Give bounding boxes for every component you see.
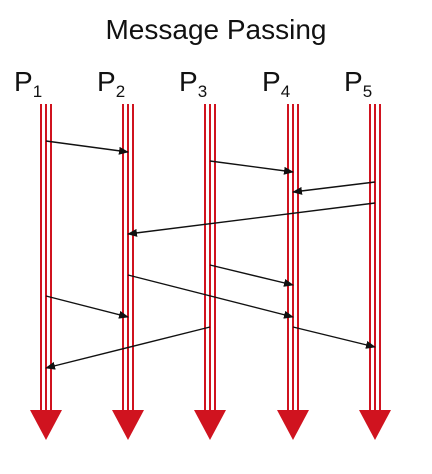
process-label-p2: P2 xyxy=(97,66,126,101)
message-arrow xyxy=(292,181,376,195)
process-label-p4: P4 xyxy=(262,66,291,101)
message-arrow xyxy=(209,160,294,175)
message-arrow xyxy=(292,326,376,349)
timeline-p3 xyxy=(194,104,226,440)
message-arrow xyxy=(45,140,129,155)
timeline-p1 xyxy=(30,104,62,440)
process-label-p5: P5 xyxy=(344,66,373,101)
timeline-p5 xyxy=(359,104,391,440)
message-arrow xyxy=(209,264,294,287)
message-arrow xyxy=(45,326,211,370)
message-arrow xyxy=(127,274,294,319)
message-arrow xyxy=(127,202,376,237)
timeline-p2 xyxy=(112,104,144,440)
timeline-p4 xyxy=(277,104,309,440)
process-label-p3: P3 xyxy=(179,66,208,101)
diagram-title: Message Passing xyxy=(105,14,327,45)
process-label-p1: P1 xyxy=(14,66,43,101)
message-arrow xyxy=(45,295,129,319)
